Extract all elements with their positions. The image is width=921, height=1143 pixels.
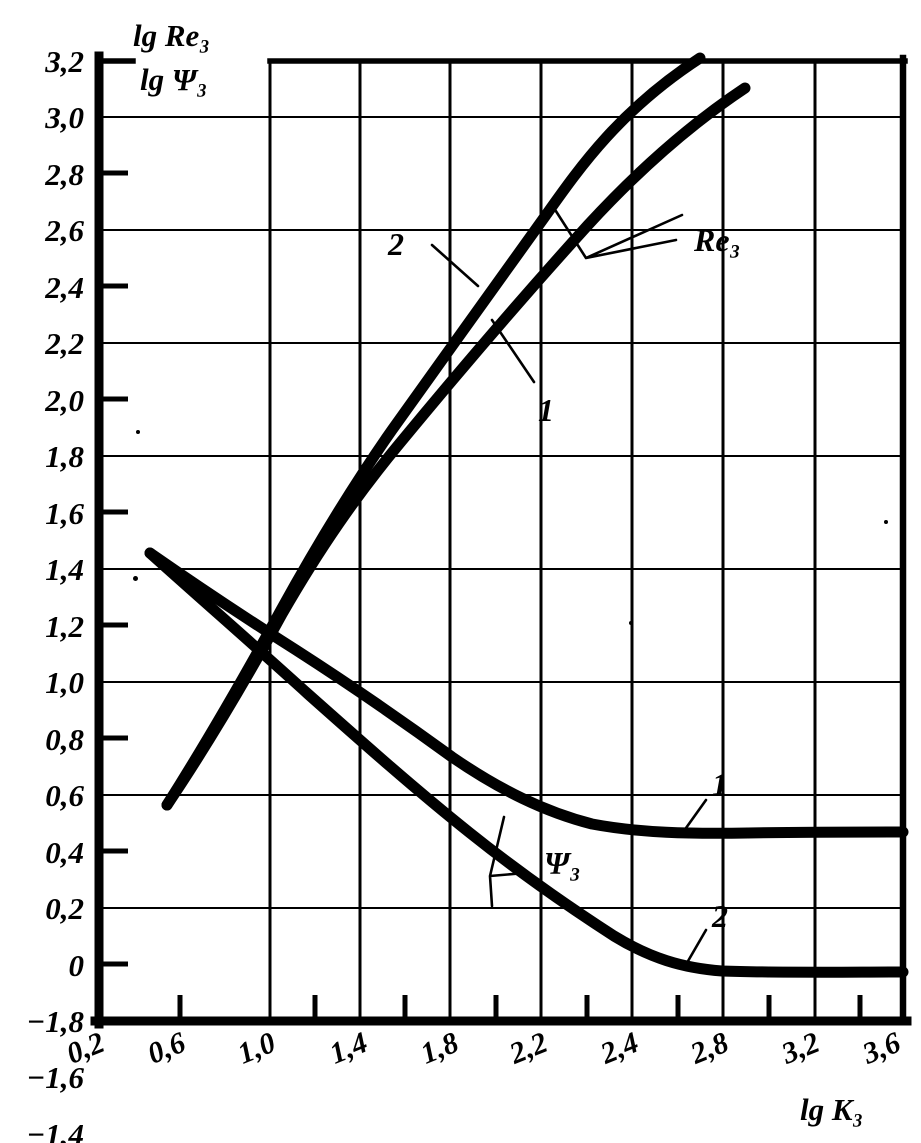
y-tick-label: 1,2 — [45, 609, 84, 644]
scan-speck — [884, 520, 888, 524]
y-tick-label: 1,6 — [45, 496, 84, 531]
y-tick-label: 2,6 — [45, 213, 84, 248]
scan-speck — [136, 430, 140, 434]
leader-curve-2-lower — [682, 928, 708, 970]
curve-psi3-1 — [144, 547, 909, 839]
curve-label-2-upper: 2 — [388, 226, 404, 262]
grid-lines-vertical — [268, 60, 817, 1022]
y-tick-label: 3,0 — [45, 100, 84, 135]
grid-lines — [96, 115, 905, 910]
y-tick-label: 1,0 — [45, 665, 84, 700]
leader-curve-1-lower — [684, 798, 708, 830]
y-tick-label: 0,6 — [45, 778, 84, 813]
leader-re3 — [550, 203, 684, 260]
leader-lines — [430, 203, 708, 970]
leader-psi3 — [488, 815, 527, 908]
x-axis-ticks — [177, 995, 863, 1021]
leader-curve-1-upper — [490, 318, 536, 384]
y-tick-label: 2,2 — [45, 326, 84, 361]
y-tick-label: 0,2 — [45, 891, 84, 926]
y-axis-title-secondary: lg Ψ₃ — [140, 62, 208, 97]
y-tick-label: 1,8 — [45, 439, 84, 474]
y-tick-label: −1,4 — [26, 1117, 84, 1143]
series-label-psi: Ψ₃ — [544, 845, 581, 881]
y-axis-ticks — [99, 170, 128, 967]
y-tick-label: 0,8 — [45, 722, 84, 757]
x-axis-title: lg K₃ — [800, 1092, 864, 1127]
y-tick-label: 2,4 — [45, 270, 84, 305]
scan-speck — [133, 576, 138, 581]
y-tick-label: 0 — [68, 948, 85, 983]
y-tick-label: 2,0 — [45, 383, 84, 418]
y-axis-title-primary: lg Re₃ — [133, 18, 211, 53]
y-tick-label: −1,8 — [26, 1004, 84, 1039]
y-tick-label: −1,6 — [26, 1060, 84, 1095]
curve-re3-1 — [161, 82, 751, 811]
leader-curve-2-upper — [430, 243, 480, 288]
y-tick-label: 1,4 — [45, 552, 84, 587]
series-label-re: Re₃ — [694, 222, 741, 258]
curve-re3-2 — [161, 52, 706, 811]
y-tick-label: 3,2 — [45, 44, 84, 79]
axis-frame — [90, 51, 912, 1029]
y-tick-label: 0,4 — [45, 835, 84, 870]
y-tick-label: 2,8 — [45, 157, 84, 192]
curve-psi3-2 — [144, 547, 909, 978]
